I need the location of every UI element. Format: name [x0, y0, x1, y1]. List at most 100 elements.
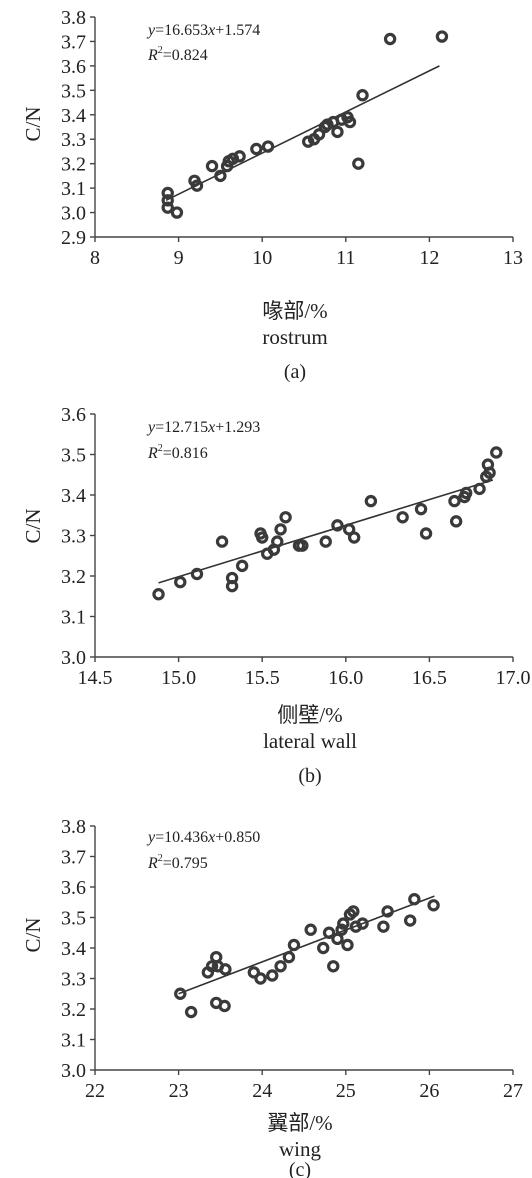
- data-point: [296, 539, 309, 552]
- data-point: [250, 142, 263, 156]
- x-tick-label: 11: [336, 247, 355, 269]
- x-tick-label: 22: [85, 1080, 105, 1102]
- x-axis-title-en: rostrum: [262, 325, 327, 349]
- trend-line: [178, 895, 435, 995]
- data-point: [317, 941, 330, 955]
- y-tick-label: 3.6: [61, 877, 86, 899]
- panel-label: (a): [284, 361, 306, 383]
- data-point: [343, 115, 357, 129]
- y-tick-label: 3.8: [61, 816, 86, 838]
- y-tick-label: 3.2: [61, 566, 86, 588]
- x-tick-label: 9: [174, 247, 184, 269]
- data-point: [271, 535, 284, 548]
- data-point: [356, 917, 369, 930]
- y-tick-label: 2.9: [61, 227, 86, 249]
- data-point: [335, 923, 348, 936]
- x-tick-label: 12: [419, 247, 439, 269]
- data-point: [215, 535, 229, 548]
- y-tick-label: 3.6: [61, 404, 86, 426]
- axes-group: 22 23 24 25 26 27 3.0 3.1 3.2 3.3 3.4 3.5 3.6 3.7 3.8: [61, 816, 523, 1102]
- data-point: [190, 179, 204, 192]
- data-point: [274, 960, 287, 973]
- y-tick-label: 3.4: [61, 938, 86, 960]
- data-point: [247, 966, 261, 979]
- data-point: [261, 140, 275, 153]
- r-squared-label: R2=0.795: [147, 853, 208, 872]
- data-point: [483, 466, 496, 479]
- x-tick-label: 24: [252, 1080, 272, 1102]
- data-point: [473, 482, 486, 496]
- y-axis-title: C/N: [21, 917, 45, 952]
- y-tick-label: 3.5: [61, 80, 86, 102]
- x-tick-label: 17.0: [496, 667, 531, 689]
- data-point: [364, 494, 378, 508]
- x-axis-title: 侧壁/%: [277, 703, 342, 727]
- x-tick-label: 14.5: [78, 667, 113, 689]
- x-tick-label: 23: [169, 1080, 189, 1102]
- data-point: [161, 186, 174, 200]
- data-point: [190, 567, 204, 581]
- y-tick-label: 3.7: [61, 847, 86, 869]
- data-point: [287, 938, 301, 952]
- data-point: [214, 169, 227, 183]
- data-point: [347, 531, 361, 544]
- data-point: [256, 531, 269, 544]
- panel-label: (b): [298, 765, 321, 787]
- y-tick-label: 3.7: [61, 31, 86, 53]
- y-axis-title: C/N: [21, 508, 45, 543]
- y-tick-label: 3.6: [61, 56, 86, 78]
- data-point: [322, 926, 336, 939]
- data-point: [490, 446, 503, 459]
- data-point: [233, 150, 246, 163]
- y-axis-title: C/N: [21, 106, 45, 141]
- data-point: [414, 502, 428, 516]
- x-tick-label: 25: [336, 1080, 356, 1102]
- data-point: [356, 89, 369, 102]
- data-point: [403, 914, 417, 927]
- data-point: [170, 206, 184, 219]
- data-point: [218, 999, 231, 1013]
- x-axis-title-en: lateral wall: [263, 729, 357, 753]
- data-point: [381, 905, 394, 918]
- data-point: [161, 201, 174, 214]
- x-tick-label: 15.0: [161, 667, 196, 689]
- y-tick-label: 3.4: [61, 105, 86, 127]
- x-tick-label: 15.5: [245, 667, 280, 689]
- y-tick-label: 3.1: [61, 607, 86, 629]
- data-point: [174, 987, 187, 1000]
- chart-panel-c: 22 23 24 25 26 273.03.13.23.33.43.53.63.73.8 …: [21, 816, 523, 1178]
- data-point: [254, 972, 267, 985]
- points-group: [174, 893, 440, 1019]
- trend-line: [165, 65, 440, 202]
- panel-label: (c): [289, 1159, 311, 1178]
- x-axis-title: 翼部/%: [267, 1111, 332, 1135]
- data-point: [235, 559, 249, 573]
- x-axis-title-en: wing: [279, 1137, 322, 1161]
- y-tick-label: 3.1: [61, 1030, 86, 1052]
- data-point: [312, 128, 326, 141]
- y-tick-label: 3.0: [61, 1060, 86, 1082]
- x-tick-label: 27: [503, 1080, 523, 1102]
- data-point: [279, 511, 292, 524]
- y-tick-label: 3.3: [61, 969, 86, 991]
- data-point: [321, 118, 334, 131]
- y-tick-label: 3.4: [61, 485, 86, 507]
- data-point: [383, 32, 397, 46]
- data-point: [319, 535, 332, 548]
- data-point: [347, 905, 360, 918]
- data-point: [327, 960, 340, 973]
- x-tick-label: 10: [252, 247, 272, 269]
- data-point: [337, 917, 350, 930]
- data-point: [341, 938, 354, 952]
- y-tick-label: 3.5: [61, 445, 86, 467]
- y-tick-label: 3.3: [61, 526, 86, 548]
- y-tick-label: 3.1: [61, 178, 86, 200]
- data-point: [205, 159, 219, 173]
- data-point: [282, 950, 296, 964]
- axes-group: 14.5 15.0 15.5 16.0 16.5 17.0 3.0 3.1 3.2 3.3 3.4 3…: [61, 404, 531, 689]
- trend-line: [158, 479, 494, 584]
- data-point: [331, 519, 344, 532]
- data-point: [419, 527, 433, 540]
- data-point: [174, 575, 187, 589]
